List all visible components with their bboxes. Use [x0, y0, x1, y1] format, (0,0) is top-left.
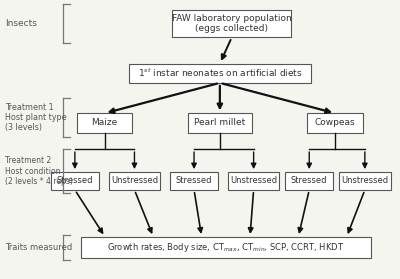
FancyBboxPatch shape	[170, 172, 218, 190]
Text: Stressed: Stressed	[291, 176, 328, 186]
Text: Unstressed: Unstressed	[111, 176, 158, 186]
FancyBboxPatch shape	[307, 113, 363, 133]
Text: Treatment 2
Host condition
(2 levels * 4 reps): Treatment 2 Host condition (2 levels * 4…	[5, 156, 73, 186]
Text: 1$^{st}$ instar neonates on artificial diets: 1$^{st}$ instar neonates on artificial d…	[138, 67, 302, 80]
FancyBboxPatch shape	[172, 10, 291, 37]
Text: Cowpeas: Cowpeas	[315, 118, 355, 128]
FancyBboxPatch shape	[128, 64, 311, 83]
Text: Traits measured: Traits measured	[5, 243, 73, 252]
FancyBboxPatch shape	[188, 113, 252, 133]
FancyBboxPatch shape	[77, 113, 132, 133]
FancyBboxPatch shape	[51, 172, 99, 190]
FancyBboxPatch shape	[228, 172, 280, 190]
FancyBboxPatch shape	[339, 172, 391, 190]
Text: Growth rates, Body size, CT$_{max}$, CT$_{min}$, SCP, CCRT, HKDT: Growth rates, Body size, CT$_{max}$, CT$…	[107, 241, 344, 254]
Text: Pearl millet: Pearl millet	[194, 118, 246, 128]
FancyBboxPatch shape	[109, 172, 160, 190]
Text: Stressed: Stressed	[57, 176, 93, 186]
Text: Treatment 1
Host plant type
(3 levels): Treatment 1 Host plant type (3 levels)	[5, 102, 67, 132]
Text: FAW laboratory population
(eggs collected): FAW laboratory population (eggs collecte…	[172, 14, 292, 33]
Text: Maize: Maize	[92, 118, 118, 128]
Text: Unstressed: Unstressed	[230, 176, 277, 186]
Text: Unstressed: Unstressed	[341, 176, 388, 186]
Text: Insects: Insects	[5, 19, 37, 28]
FancyBboxPatch shape	[286, 172, 333, 190]
FancyBboxPatch shape	[81, 237, 371, 258]
Text: Stressed: Stressed	[176, 176, 212, 186]
